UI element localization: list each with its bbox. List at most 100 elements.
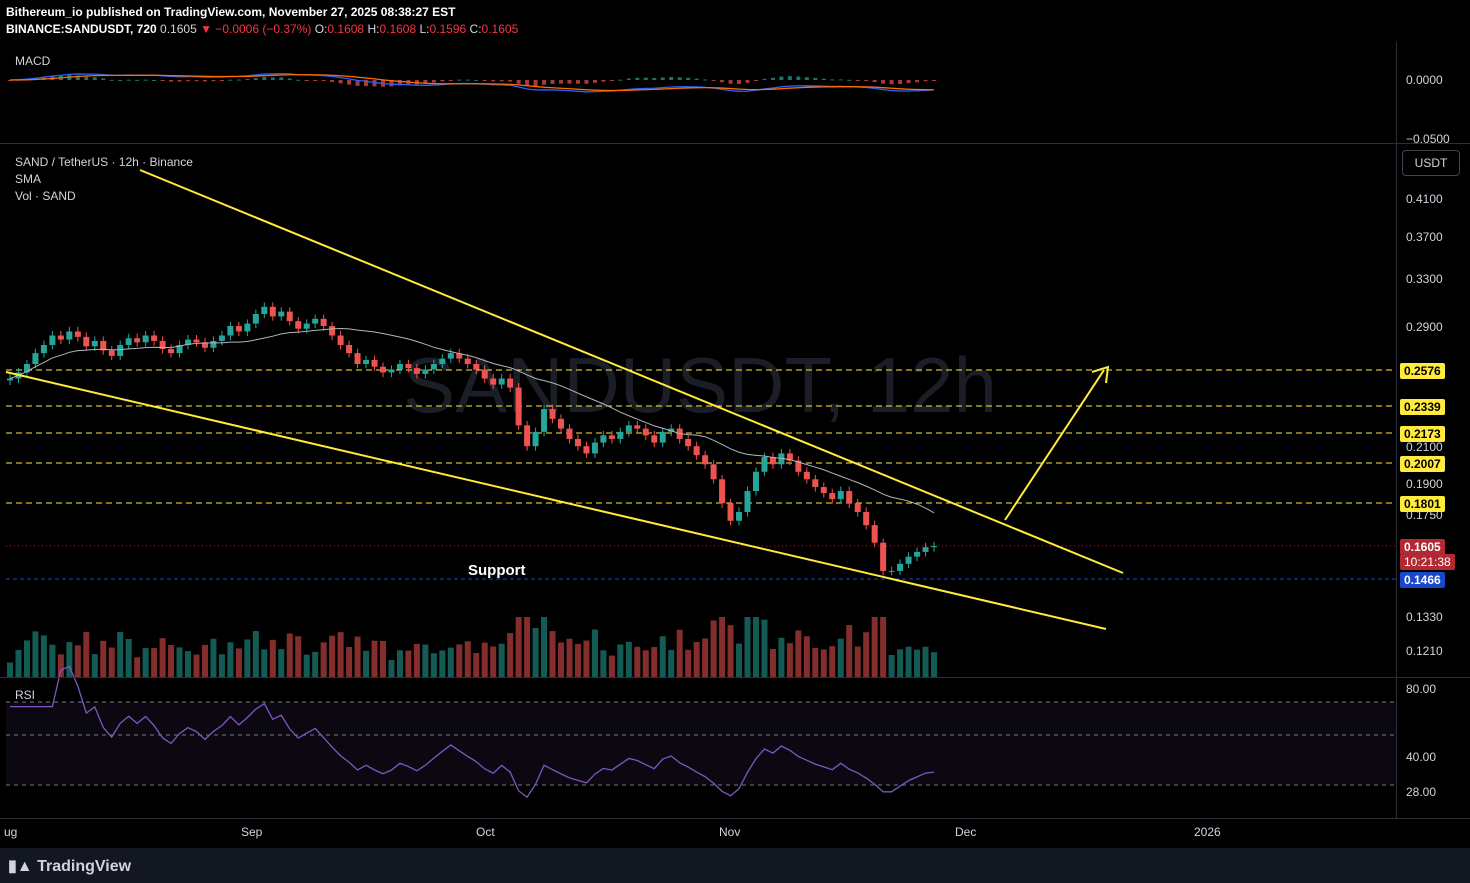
volume-bar	[922, 646, 929, 677]
candle	[549, 409, 556, 419]
price-chart[interactable]: SANDUSDT, 12h	[0, 0, 1470, 848]
volume-bar	[829, 646, 836, 677]
candle	[83, 336, 90, 347]
macd-histogram-bar	[143, 79, 148, 81]
volume-title[interactable]: Vol · SAND	[15, 189, 76, 203]
price-tick: 0.3700	[1406, 230, 1443, 244]
macd-histogram-bar	[152, 79, 157, 81]
volume-bar	[235, 648, 242, 677]
candle	[583, 446, 590, 454]
breakout-arrow-head	[1091, 365, 1110, 384]
candle	[244, 323, 251, 332]
volume-bar	[642, 650, 649, 677]
volume-bar	[49, 644, 56, 677]
signal-line	[9, 74, 935, 92]
volume-bar	[456, 644, 463, 677]
macd-histogram-bar	[923, 80, 928, 82]
footer-bar	[0, 848, 1470, 883]
macd-histogram-bar	[525, 80, 530, 86]
macd-histogram-bar	[728, 80, 733, 84]
macd-histogram-bar	[533, 80, 538, 87]
macd-histogram-bar	[75, 75, 80, 80]
volume-bar	[625, 641, 632, 677]
symbol-label: BINANCE:SANDUSDT, 720	[6, 22, 157, 36]
volume-bar	[295, 636, 302, 677]
volume-bar	[727, 625, 734, 677]
volume-bar	[473, 653, 480, 677]
candle	[473, 364, 480, 370]
volume-bar	[439, 650, 446, 677]
macd-histogram-bar	[872, 80, 877, 83]
macd-histogram-bar	[347, 80, 352, 85]
candle	[49, 335, 56, 346]
candle	[515, 387, 522, 426]
candle	[532, 431, 539, 447]
sma-title[interactable]: SMA	[15, 172, 42, 186]
volume-bar	[346, 647, 353, 677]
macd-histogram-bar	[906, 80, 911, 84]
candle	[600, 435, 607, 443]
pane-divider[interactable]	[0, 143, 1470, 144]
macd-histogram-bar	[720, 80, 725, 83]
macd-histogram-bar	[177, 80, 182, 82]
volume-bar	[286, 633, 293, 677]
publisher-line: Bithereum_io published on TradingView.co…	[6, 5, 456, 19]
volume-bar	[549, 631, 556, 677]
macd-histogram-bar	[609, 80, 614, 81]
candle	[736, 511, 743, 521]
candle	[66, 331, 73, 340]
candle	[379, 366, 386, 373]
macd-histogram-bar	[101, 78, 106, 80]
macd-histogram-bar	[228, 79, 233, 81]
candle	[201, 342, 208, 348]
candle	[634, 425, 641, 429]
main-title[interactable]: SAND / TetherUS · 12h · Binance	[15, 155, 193, 169]
candle	[168, 349, 175, 354]
volume-bar	[744, 617, 751, 677]
pane-divider[interactable]	[0, 677, 1470, 678]
candle	[888, 570, 895, 572]
macd-histogram-bar	[711, 80, 716, 81]
macd-histogram-bar	[92, 77, 97, 80]
macd-histogram-bar	[41, 76, 46, 80]
macd-histogram-bar	[838, 79, 843, 81]
candle	[481, 369, 488, 379]
volume-bar	[702, 638, 709, 677]
macd-histogram-bar	[804, 77, 809, 80]
candle	[295, 321, 302, 329]
volume-bar	[481, 642, 488, 677]
level-tag: 0.2576	[1400, 363, 1445, 379]
volume-bar	[786, 643, 793, 677]
candle	[439, 358, 446, 365]
volume-bar	[778, 637, 785, 677]
macd-histogram-bar	[457, 79, 462, 81]
candle	[574, 438, 581, 447]
candle	[413, 368, 420, 374]
volume-bar	[422, 644, 429, 677]
ohlc-line: BINANCE:SANDUSDT, 720 0.1605 ▼ −0.0006 (…	[6, 22, 519, 36]
last-price: 0.1605	[160, 22, 197, 36]
macd-histogram-bar	[915, 80, 920, 83]
close-value: 0.1605	[481, 22, 519, 36]
macd-histogram-bar	[737, 80, 742, 84]
volume-bar	[379, 640, 386, 677]
macd-title[interactable]: MACD	[15, 54, 51, 68]
candle	[651, 435, 658, 443]
candle	[710, 464, 717, 480]
macd-histogram-bar	[321, 80, 326, 82]
candle	[346, 345, 353, 354]
rsi-title[interactable]: RSI	[15, 688, 36, 702]
volume-bar	[812, 647, 819, 677]
candle	[252, 314, 259, 324]
macd-histogram-bar	[821, 78, 826, 80]
candle	[905, 556, 912, 564]
currency-button[interactable]: USDT	[1402, 150, 1460, 176]
volume-bar	[193, 654, 200, 677]
tradingview-logo[interactable]: ▮▲ TradingView	[8, 858, 132, 875]
macd-histogram-bar	[482, 80, 487, 81]
volume-bar	[498, 643, 505, 677]
macd-histogram-bar	[364, 80, 369, 87]
macd-histogram-bar	[677, 77, 682, 80]
volume-bar	[854, 646, 861, 677]
volume-bar	[532, 627, 539, 677]
